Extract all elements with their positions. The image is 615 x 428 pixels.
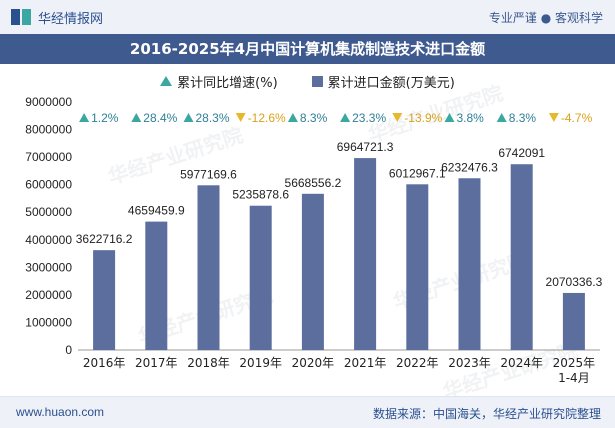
footer-url[interactable]: www.huaon.com	[16, 405, 105, 419]
legend-amount-label: 累计进口金额(万美元)	[327, 75, 455, 91]
legend: 累计同比增速(%) 累计进口金额(万美元)	[0, 70, 615, 92]
bar-value-label: 5977169.6	[180, 167, 237, 181]
bar-swatch-icon	[311, 75, 323, 87]
footer: www.huaon.com 数据来源：中国海关，华经产业研究院整理	[0, 396, 615, 428]
bar-value-label: 6232476.3	[441, 160, 498, 174]
x-tick-label: 2016年	[83, 356, 126, 370]
tagline: 专业严谨 ● 客观科学	[488, 11, 603, 25]
triangle-up-icon	[183, 113, 194, 122]
bar-value-label: 6012967.1	[389, 166, 446, 180]
site-name: 华经情报网	[38, 12, 104, 27]
growth-label: 23.3%	[352, 111, 386, 125]
x-tick-label: 2017年	[135, 356, 178, 370]
y-tick-label: 4000000	[25, 233, 72, 247]
growth-label: 8.3%	[300, 111, 328, 125]
bar-value-label: 6964721.3	[337, 140, 394, 154]
growth-label: 28.3%	[196, 111, 230, 125]
bar	[406, 184, 429, 350]
triangle-up-icon	[287, 113, 298, 122]
triangle-up-icon	[496, 113, 507, 122]
bar	[510, 164, 533, 350]
bar	[93, 250, 116, 350]
x-tick-label: 2018年	[187, 356, 230, 370]
triangle-up-icon	[79, 113, 90, 122]
y-tick-label: 2000000	[25, 288, 72, 302]
triangle-up-icon	[340, 113, 351, 122]
bar-chart: 0 1000000 2000000 3000000 4000000 5000000 6000…	[25, 95, 603, 385]
y-tick-label: 8000000	[25, 123, 72, 137]
y-tick-label: 1000000	[25, 315, 72, 329]
bar	[145, 221, 168, 350]
growth-label: 3.8%	[457, 111, 485, 125]
triangle-up-icon	[160, 76, 173, 86]
bar-value-label: 2070336.3	[546, 275, 603, 289]
x-tick-label: 2023年	[448, 356, 491, 370]
growth-label: 28.4%	[143, 111, 177, 125]
bar	[197, 185, 220, 350]
bar	[354, 158, 377, 350]
triangle-down-icon	[235, 113, 246, 122]
bar	[562, 292, 585, 350]
growth-label: 1.2%	[91, 111, 119, 125]
legend-amount: 累计进口金额(万美元)	[311, 72, 455, 91]
triangle-up-icon	[131, 113, 142, 122]
bar	[458, 178, 481, 350]
y-tick-label: 5000000	[25, 205, 72, 219]
y-tick-label: 9000000	[25, 95, 72, 109]
bar-value-label: 4659459.9	[128, 204, 185, 218]
x-tick-label: 2019年	[239, 356, 282, 370]
y-tick-label: 7000000	[25, 150, 72, 164]
logo-icon	[11, 9, 31, 25]
x-tick-label: 2025年	[553, 356, 596, 370]
title-bar: 2016-2025年4月中国计算机集成制造技术进口金额	[0, 34, 615, 64]
legend-growth: 累计同比增速(%)	[160, 72, 278, 91]
bar-value-label: 5235878.6	[232, 188, 289, 202]
triangle-down-icon	[548, 113, 559, 122]
y-tick-label: 6000000	[25, 178, 72, 192]
bar-value-label: 3622716.2	[76, 232, 133, 246]
y-tick-label: 3000000	[25, 260, 72, 274]
footer-source: 数据来源：中国海关，华经产业研究院整理	[372, 407, 601, 421]
x-tick-label: 2021年	[344, 356, 387, 370]
x-tick-label: 1-4月	[558, 371, 590, 385]
triangle-up-icon	[444, 113, 455, 122]
bar-value-label: 5668556.2	[285, 176, 342, 190]
growth-label: 8.3%	[509, 111, 537, 125]
bar-value-label: 6742091	[498, 146, 545, 160]
growth-label: -4.7%	[561, 111, 593, 125]
legend-growth-label: 累计同比增速(%)	[177, 75, 278, 91]
chart-title: 2016-2025年4月中国计算机集成制造技术进口金额	[129, 40, 486, 58]
growth-label: -13.9%	[404, 111, 442, 125]
y-tick-label: 0	[65, 343, 72, 357]
x-tick-label: 2022年	[396, 356, 439, 370]
growth-label: -12.6%	[248, 111, 286, 125]
top-header: 华经情报网 专业严谨 ● 客观科学	[0, 0, 615, 35]
x-tick-label: 2020年	[292, 356, 335, 370]
bar	[249, 205, 272, 350]
triangle-down-icon	[392, 113, 403, 122]
x-tick-label: 2024年	[500, 356, 543, 370]
bar	[301, 193, 324, 350]
